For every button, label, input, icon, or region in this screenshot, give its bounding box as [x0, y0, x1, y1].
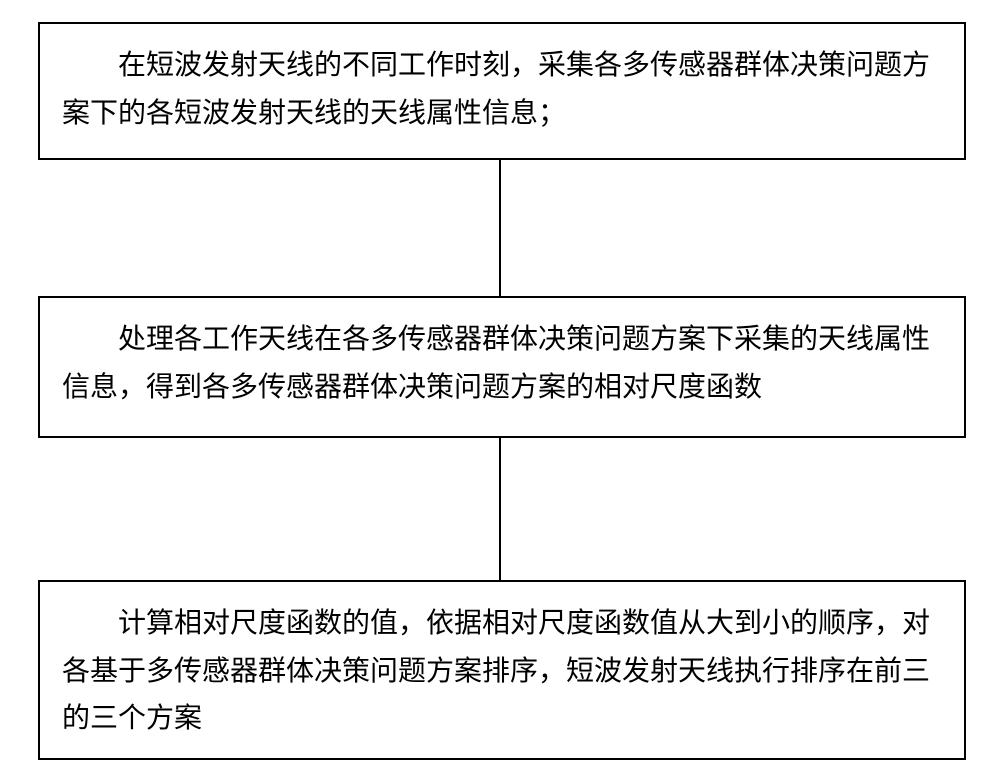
flowchart-canvas: 在短波发射天线的不同工作时刻，采集各多传感器群体决策问题方案下的各短波发射天线的… [0, 0, 1000, 781]
connector-2-3 [499, 438, 501, 580]
step-3-text: 计算相对尺度函数的值，依据相对尺度函数值从大到小的顺序，对各基于多传感器群体决策… [40, 582, 964, 761]
step-2-process: 处理各工作天线在各多传感器群体决策问题方案下采集的天线属性信息，得到各多传感器群… [38, 296, 966, 438]
step-1-text: 在短波发射天线的不同工作时刻，采集各多传感器群体决策问题方案下的各短波发射天线的… [40, 24, 964, 155]
step-2-text: 处理各工作天线在各多传感器群体决策问题方案下采集的天线属性信息，得到各多传感器群… [40, 298, 964, 429]
step-1-collect: 在短波发射天线的不同工作时刻，采集各多传感器群体决策问题方案下的各短波发射天线的… [38, 22, 966, 160]
connector-1-2 [499, 160, 501, 296]
step-3-compute: 计算相对尺度函数的值，依据相对尺度函数值从大到小的顺序，对各基于多传感器群体决策… [38, 580, 966, 760]
